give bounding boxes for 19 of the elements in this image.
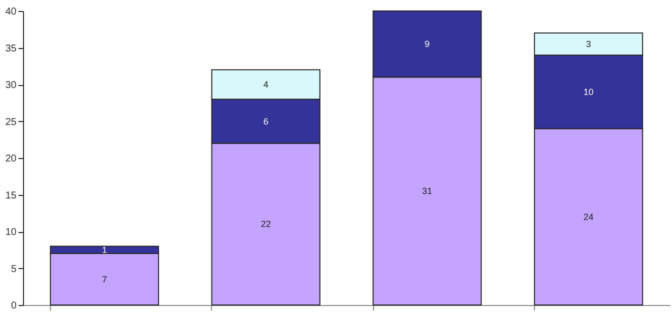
y-tick-label: 20 (5, 154, 17, 164)
y-tick-label: 25 (5, 116, 17, 128)
data-label: 24 (584, 212, 594, 222)
y-tick-label: 30 (5, 80, 17, 91)
data-label: 10 (584, 86, 594, 97)
data-label: 4 (263, 80, 268, 90)
y-tick-label: 15 (5, 190, 17, 202)
y-tick-label: 40 (5, 6, 17, 18)
y-tick-label: 0 (10, 300, 17, 312)
data-label: 7 (102, 274, 107, 284)
data-label: 22 (260, 219, 271, 230)
data-label: 6 (263, 116, 268, 126)
y-tick-label: 5 (10, 264, 17, 275)
y-tick-label: 35 (5, 43, 17, 54)
y-tick-label: 10 (5, 227, 17, 238)
data-label: 9 (424, 39, 430, 50)
data-label: 3 (586, 39, 592, 50)
data-label: 31 (422, 186, 432, 196)
data-label: 1 (102, 244, 107, 255)
